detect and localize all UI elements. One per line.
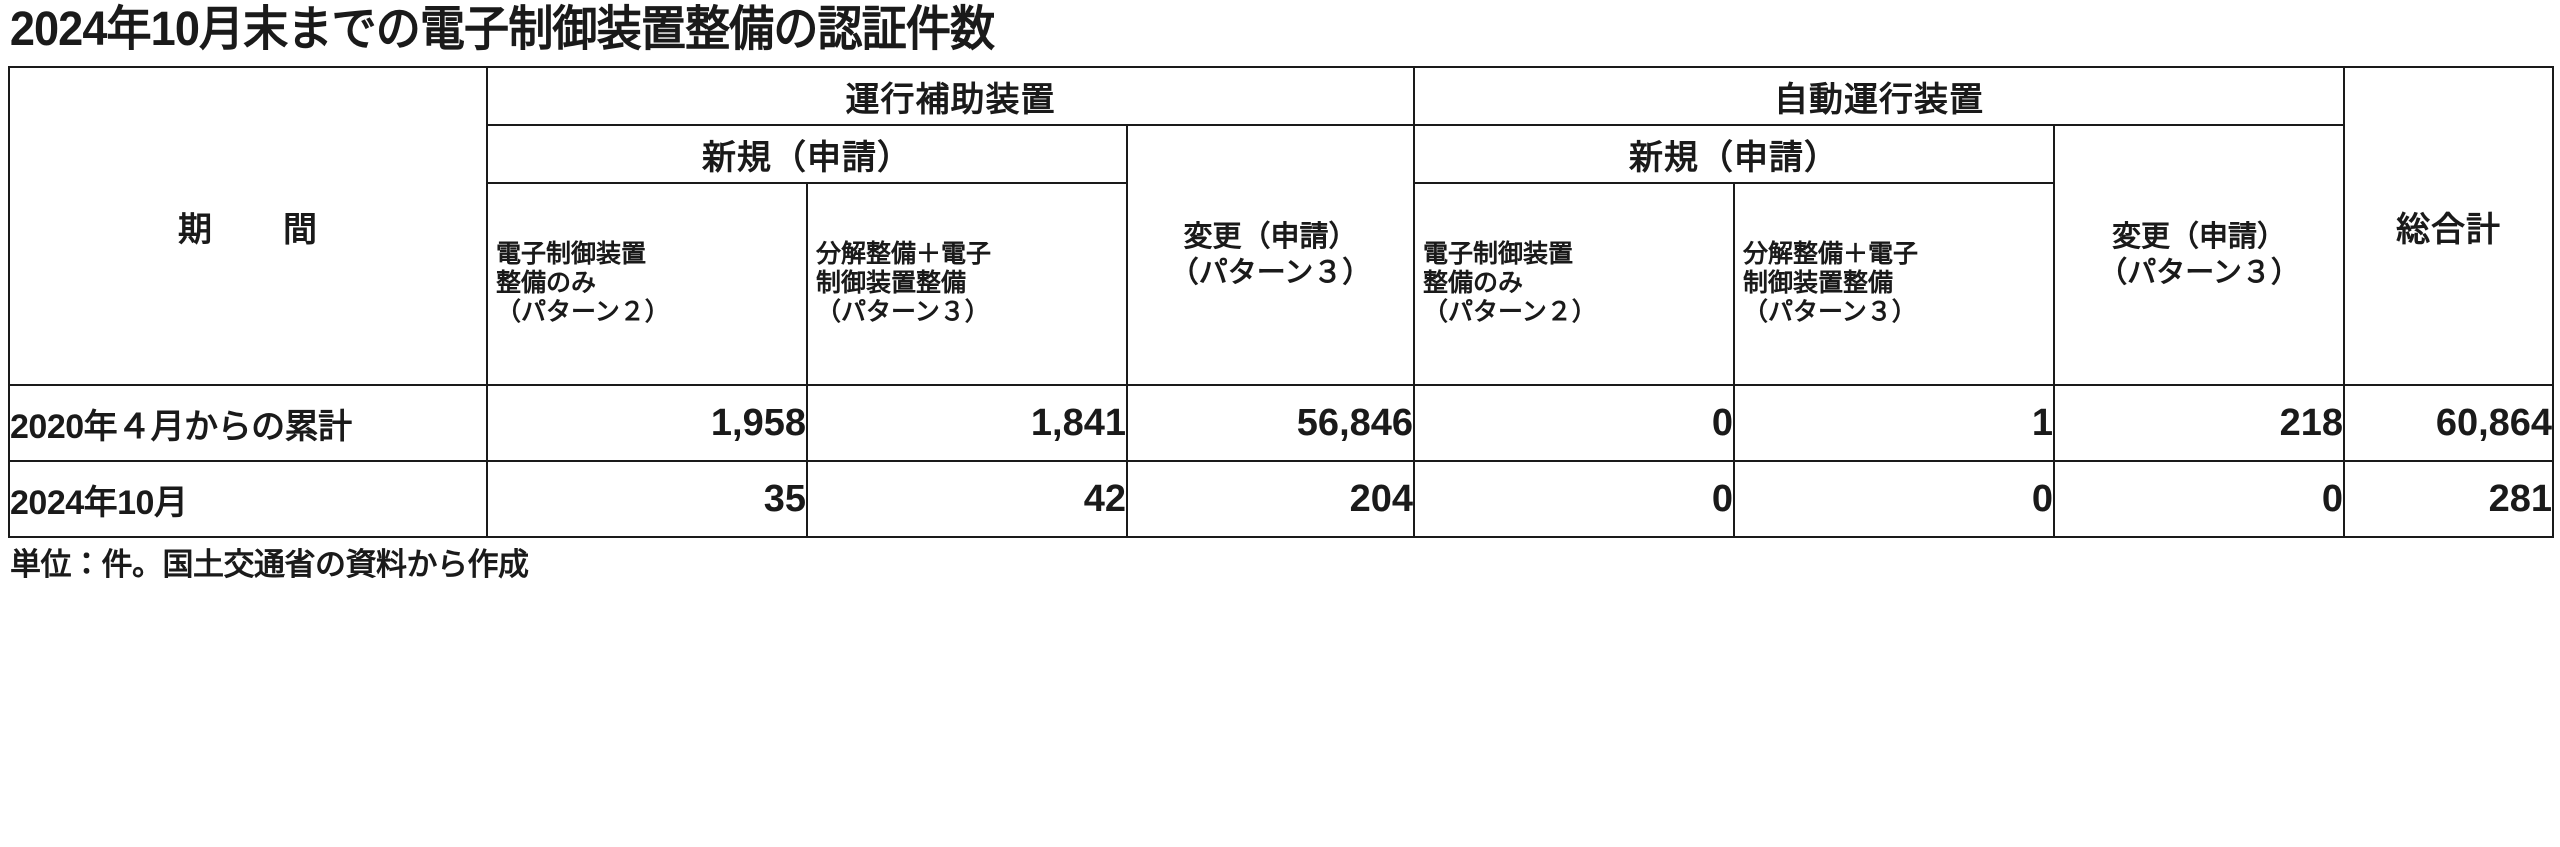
header-detail-right-pattern3: 分解整備＋電子 制御装置整備 （パターン３） xyxy=(1733,182,2056,386)
header-change-right-line1: 変更（申請） xyxy=(2112,221,2287,253)
table-row: 2024年10月 35 42 204 0 0 0 281 xyxy=(8,460,2555,538)
header-detail-right-p3-line2: 制御装置整備 xyxy=(1743,268,1894,297)
header-detail-right-p3-line3: （パターン３） xyxy=(1743,297,1917,326)
header-period: 期 間 xyxy=(8,66,488,386)
cell-r0-c5: 218 xyxy=(2053,384,2346,462)
cell-r1-c4: 0 xyxy=(1733,460,2056,538)
page-title: 2024年10月末までの電子制御装置整備の認証件数 xyxy=(9,3,995,56)
header-detail-right-pattern2: 電子制御装置 整備のみ （パターン２） xyxy=(1413,182,1736,386)
header-row-pattern-details: 電子制御装置 整備のみ （パターン２） 分解整備＋電子 制御装置整備 （パターン… xyxy=(9,182,2553,386)
header-change-right-line2: （パターン３） xyxy=(2098,257,2300,289)
cell-r0-c1: 1,841 xyxy=(806,384,1128,462)
header-detail-left-p2-line1: 電子制御装置 xyxy=(496,239,647,268)
cell-r1-c2: 204 xyxy=(1125,460,1416,538)
header-row-groups: 期 間 運行補助装置 自動運行装置 総合計 xyxy=(8,66,2555,386)
certification-count-table: 期 間 運行補助装置 自動運行装置 総合計 新規（申請） 変更（申請） （パター… xyxy=(8,66,2555,538)
header-detail-left-p2-line3: （パターン２） xyxy=(496,297,670,326)
row-label-month: 2024年10月 xyxy=(8,460,488,538)
cell-r1-c1: 42 xyxy=(806,460,1128,538)
row-label-cumulative: 2020年４月からの累計 xyxy=(8,384,488,462)
header-detail-left-p3-line1: 分解整備＋電子 xyxy=(816,239,992,268)
cell-r1-c5: 0 xyxy=(2053,460,2346,538)
table-row: 2020年４月からの累計 1,958 1,841 56,846 0 1 218 … xyxy=(8,384,2555,462)
header-grand-total: 総合計 xyxy=(2343,66,2555,386)
cell-r0-c2: 56,846 xyxy=(1125,384,1416,462)
cell-r1-c0: 35 xyxy=(486,460,808,538)
header-change-left-line2: （パターン３） xyxy=(1169,257,1372,289)
header-detail-right-p3-line1: 分解整備＋電子 xyxy=(1743,239,1919,268)
cell-r0-c4: 1 xyxy=(1733,384,2056,462)
table-footnote: 単位：件。国土交通省の資料から作成 xyxy=(10,547,529,582)
header-detail-left-p3-line3: （パターン３） xyxy=(816,297,990,326)
cell-r1-c3: 0 xyxy=(1413,460,1736,538)
header-change-left-line1: 変更（申請） xyxy=(1183,221,1358,253)
header-detail-left-p3-line2: 制御装置整備 xyxy=(816,268,967,297)
header-change-application-left: 変更（申請） （パターン３） xyxy=(1125,124,1416,386)
header-row-application-type: 新規（申請） 変更（申請） （パターン３） 新規（申請） 変更（申請） （パター… xyxy=(9,124,2553,386)
cell-r1-total: 281 xyxy=(2343,460,2555,538)
header-new-application-left: 新規（申請） xyxy=(486,124,1128,184)
header-group-driving-assist: 運行補助装置 xyxy=(485,66,1416,126)
header-detail-right-p2-line1: 電子制御装置 xyxy=(1423,239,1574,268)
header-change-application-right: 変更（申請） （パターン３） xyxy=(2053,124,2346,386)
header-detail-left-pattern2: 電子制御装置 整備のみ （パターン２） xyxy=(486,182,808,386)
cell-r0-total: 60,864 xyxy=(2343,384,2555,462)
header-new-application-right: 新規（申請） xyxy=(1413,124,2056,184)
header-detail-right-p2-line3: （パターン２） xyxy=(1423,297,1597,326)
cell-r0-c0: 1,958 xyxy=(486,384,808,462)
header-detail-left-p2-line2: 整備のみ xyxy=(496,268,597,297)
cell-r0-c3: 0 xyxy=(1413,384,1736,462)
header-group-automated-driving: 自動運行装置 xyxy=(1413,66,2346,126)
header-detail-right-p2-line2: 整備のみ xyxy=(1423,268,1524,297)
header-detail-left-pattern3: 分解整備＋電子 制御装置整備 （パターン３） xyxy=(806,182,1128,386)
